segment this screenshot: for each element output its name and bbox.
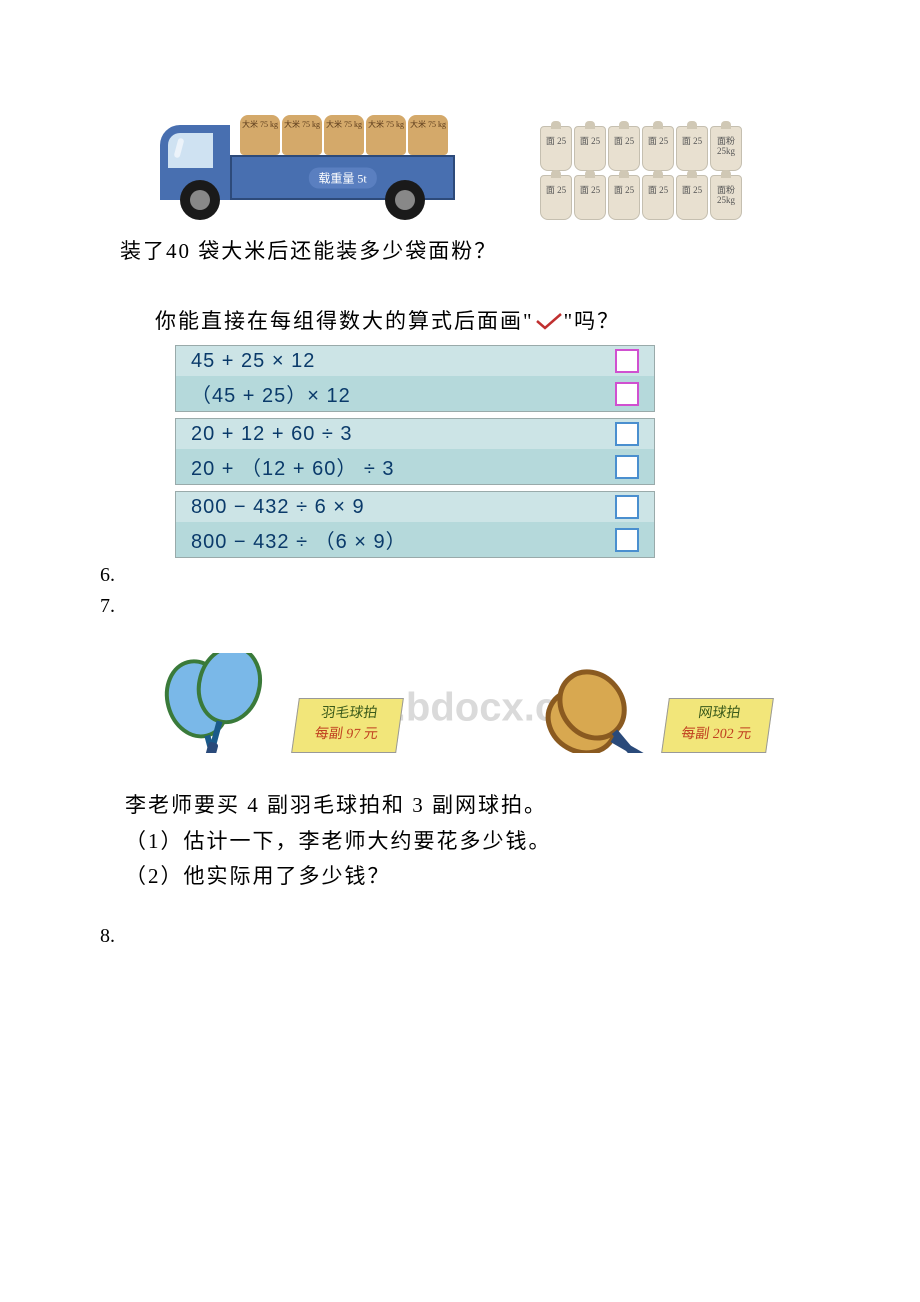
question-number-8: 8.: [100, 925, 860, 948]
flour-bag: 面 25: [574, 126, 606, 171]
tennis-name: 网球拍: [674, 703, 764, 724]
compare-row: （45 + 25）× 12: [176, 376, 654, 411]
q7-line1: 李老师要买 4 副羽毛球拍和 3 副网球拍。: [125, 788, 860, 824]
q7-line2: （1）估计一下，李老师大约要花多少钱。: [125, 824, 860, 860]
compare-row: 800 − 432 ÷ （6 × 9）: [176, 522, 654, 557]
flour-bag: 面 25: [608, 126, 640, 171]
checkbox[interactable]: [615, 349, 639, 373]
compare-group: 800 − 432 ÷ 6 × 9 800 − 432 ÷ （6 × 9）: [175, 491, 655, 558]
compare-expr: 20 + 12 + 60 ÷ 3: [191, 423, 615, 446]
truck-wheel: [180, 180, 220, 220]
compare-row: 20 + （12 + 60） ÷ 3: [176, 449, 654, 484]
checkbox[interactable]: [615, 422, 639, 446]
compare-expr: 800 − 432 ÷ 6 × 9: [191, 496, 615, 519]
truck-question: 装了40 袋大米后还能装多少袋面粉？: [120, 235, 860, 265]
tennis-price: 每副 202 元: [671, 724, 761, 745]
truck-flour-illustration: 大米 75 kg 大米 75 kg 大米 75 kg 大米 75 kg 大米 7…: [60, 90, 860, 220]
checkbox[interactable]: [615, 528, 639, 552]
question-number-7: 7.: [100, 595, 860, 618]
flour-bag: 面 25: [676, 126, 708, 171]
compare-row: 20 + 12 + 60 ÷ 3: [176, 419, 654, 449]
truck-wheel: [385, 180, 425, 220]
rice-bag: 大米 75 kg: [240, 115, 280, 155]
rice-bags: 大米 75 kg 大米 75 kg 大米 75 kg 大米 75 kg 大米 7…: [240, 115, 448, 155]
truck-window: [168, 133, 213, 168]
compare-expr: 45 + 25 × 12: [191, 350, 615, 373]
flour-bag: 面 25: [642, 126, 674, 171]
compare-expr: 800 − 432 ÷ （6 × 9）: [191, 525, 615, 554]
checkbox[interactable]: [615, 382, 639, 406]
checkbox[interactable]: [615, 495, 639, 519]
badminton-price-sign: 羽毛球拍 每副 97 元: [291, 698, 404, 753]
compare-expr: （45 + 25）× 12: [191, 379, 615, 408]
flour-bag: 面粉 25kg: [710, 175, 742, 220]
compare-group: 45 + 25 × 12 （45 + 25）× 12: [175, 345, 655, 412]
tennis-price-sign: 网球拍 每副 202 元: [661, 698, 774, 753]
badminton-name: 羽毛球拍: [304, 703, 394, 724]
compare-expr: 20 + （12 + 60） ÷ 3: [191, 452, 615, 481]
rice-bag: 大米 75 kg: [366, 115, 406, 155]
checkbox[interactable]: [615, 455, 639, 479]
q6-intro-b: "吗？: [564, 309, 621, 333]
flour-bag: 面 25: [608, 175, 640, 220]
truck-weight: 载重量 5t: [308, 167, 376, 188]
rackets-illustration: www.bdocx.com 羽毛球拍 每副 97 元: [60, 653, 860, 763]
checkmark-icon: [534, 311, 564, 331]
flour-bag: 面 25: [540, 126, 572, 171]
question-number-6: 6.: [100, 564, 860, 587]
compare-row: 800 − 432 ÷ 6 × 9: [176, 492, 654, 522]
flour-bags: 面 25 面 25 面 25 面 25 面 25 面粉 25kg 面 25 面 …: [540, 126, 742, 220]
flour-bag: 面粉 25kg: [710, 126, 742, 171]
truck: 大米 75 kg 大米 75 kg 大米 75 kg 大米 75 kg 大米 7…: [160, 90, 460, 220]
flour-bag: 面 25: [574, 175, 606, 220]
q6-intro-a: 你能直接在每组得数大的算式后面画": [155, 309, 534, 333]
rice-bag: 大米 75 kg: [324, 115, 364, 155]
tennis-group: 网球拍 每副 202 元: [520, 653, 770, 763]
q6-intro: 你能直接在每组得数大的算式后面画" "吗？: [155, 305, 860, 335]
badminton-group: 羽毛球拍 每副 97 元: [150, 653, 400, 763]
compare-table: 45 + 25 × 12 （45 + 25）× 12 20 + 12 + 60 …: [175, 345, 655, 558]
q7-line3: （2）他实际用了多少钱？: [125, 859, 860, 895]
flour-bag: 面 25: [540, 175, 572, 220]
rice-bag: 大米 75 kg: [282, 115, 322, 155]
flour-bag: 面 25: [676, 175, 708, 220]
compare-row: 45 + 25 × 12: [176, 346, 654, 376]
compare-group: 20 + 12 + 60 ÷ 3 20 + （12 + 60） ÷ 3: [175, 418, 655, 485]
rice-bag: 大米 75 kg: [408, 115, 448, 155]
flour-bag: 面 25: [642, 175, 674, 220]
badminton-price: 每副 97 元: [301, 724, 391, 745]
